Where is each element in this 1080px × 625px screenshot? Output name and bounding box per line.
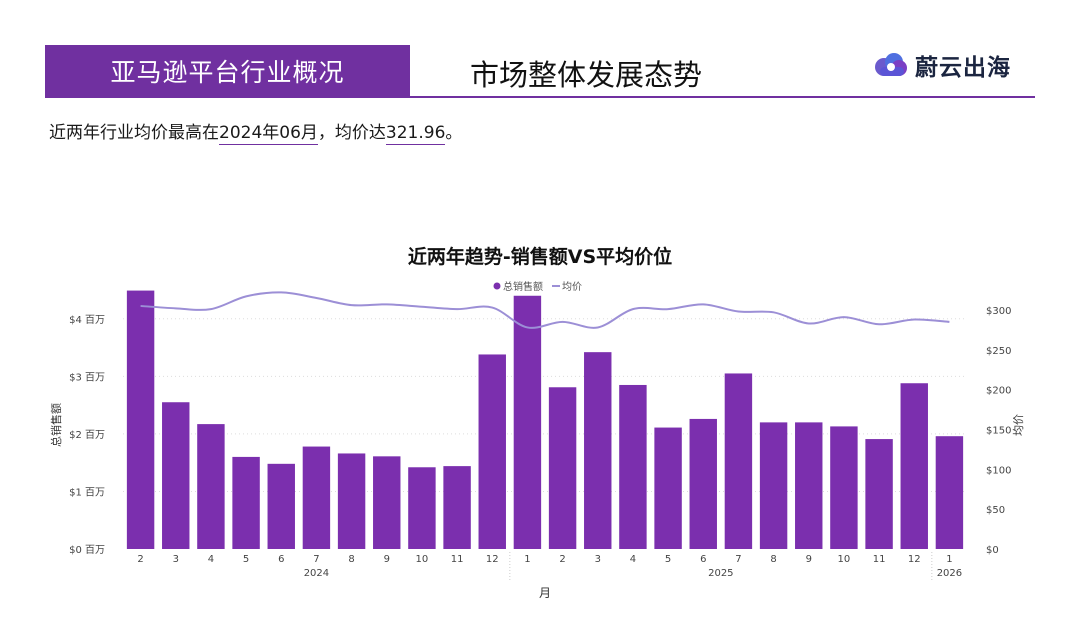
bar <box>548 387 577 549</box>
x-tick-label: 6 <box>278 554 284 565</box>
bar <box>197 424 225 549</box>
bar <box>865 439 893 549</box>
x-year-label: 2025 <box>708 568 733 579</box>
bar <box>935 436 964 549</box>
y-right-tick-label: $150 <box>986 425 1011 436</box>
bar <box>232 456 260 549</box>
bar <box>302 446 331 549</box>
x-tick-label: 9 <box>806 554 812 565</box>
brand-logo: 蔚云出海 <box>873 48 1011 82</box>
x-tick-label: 1 <box>946 554 952 565</box>
bar <box>443 466 471 549</box>
bar <box>830 426 858 549</box>
y-left-tick-label: $0 百万 <box>69 544 105 556</box>
legend-label-price: 均价 <box>562 281 582 293</box>
x-tick-label: 2 <box>559 554 565 565</box>
x-tick-label: 11 <box>451 554 464 565</box>
summary-peak-month: 2024年06月 <box>219 123 318 145</box>
x-tick-label: 7 <box>313 554 319 565</box>
x-tick-label: 11 <box>873 554 886 565</box>
summary-prefix: 近两年行业均价最高在 <box>49 123 219 143</box>
cloud-logo-icon <box>875 53 907 76</box>
bar <box>795 422 823 549</box>
section-banner: 亚马逊平台行业概况 <box>45 45 410 97</box>
chart-title: 近两年趋势-销售额VS平均价位 <box>408 245 672 268</box>
y-right-tick-label: $250 <box>986 346 1011 357</box>
summary-peak-value: 321.96 <box>385 123 446 145</box>
y-right-tick-label: $50 <box>986 505 1005 516</box>
summary-middle: ，均价达 <box>317 123 386 143</box>
summary-text: 近两年行业均价最高在2024年06月，均价达321.96。 <box>49 118 463 145</box>
x-tick-label: 7 <box>735 554 741 565</box>
x-tick-label: 3 <box>173 554 179 565</box>
legend-bar-marker <box>493 282 501 290</box>
x-tick-label: 10 <box>838 554 851 565</box>
y-left-axis-title: 总销售额 <box>49 403 63 447</box>
bar <box>162 402 190 549</box>
y-right-tick-label: $300 <box>986 306 1011 317</box>
bar <box>619 384 647 549</box>
bar <box>900 383 928 549</box>
legend-label-sales: 总销售额 <box>503 280 543 293</box>
x-tick-label: 1 <box>524 554 530 565</box>
bar <box>267 463 295 549</box>
section-title: 亚马逊平台行业概况 <box>110 58 345 87</box>
x-tick-label: 3 <box>595 554 601 565</box>
x-tick-label: 8 <box>770 554 776 565</box>
x-tick-label: 4 <box>630 554 636 565</box>
x-tick-label: 9 <box>384 554 390 565</box>
bar <box>373 456 401 549</box>
x-tick-label: 12 <box>486 554 499 565</box>
bar <box>337 453 366 549</box>
x-year-label: 2024 <box>304 568 329 579</box>
x-tick-label: 8 <box>348 554 354 565</box>
y-right-tick-label: $200 <box>986 386 1011 397</box>
bar <box>654 427 682 549</box>
x-tick-label: 6 <box>700 554 706 565</box>
y-left-tick-label: $2 百万 <box>69 429 105 441</box>
bar <box>759 422 788 549</box>
bar <box>689 418 717 549</box>
x-tick-label: 5 <box>665 554 671 565</box>
page-title: 市场整体发展态势 <box>470 58 703 92</box>
bar <box>584 352 612 549</box>
header-divider <box>45 96 1035 98</box>
x-year-label: 2026 <box>937 568 962 579</box>
x-tick-label: 2 <box>137 554 143 565</box>
y-left-tick-label: $1 百万 <box>69 486 105 498</box>
bar <box>478 354 506 549</box>
y-right-tick-label: $0 <box>986 545 999 556</box>
bar <box>126 290 155 549</box>
summary-suffix: 。 <box>445 123 463 143</box>
bar <box>724 373 753 549</box>
price-line <box>140 291 950 329</box>
y-right-axis-title: 均价 <box>1012 414 1025 436</box>
x-tick-label: 5 <box>243 554 249 565</box>
bar <box>408 467 436 549</box>
x-tick-label: 4 <box>208 554 214 565</box>
y-left-tick-label: $3 百万 <box>69 371 105 383</box>
brand-name: 蔚云出海 <box>915 55 1011 81</box>
x-tick-label: 10 <box>416 554 429 565</box>
x-tick-label: 12 <box>908 554 921 565</box>
y-left-tick-label: $4 百万 <box>69 314 105 326</box>
y-right-tick-label: $100 <box>986 465 1011 476</box>
bar <box>513 295 542 549</box>
x-axis-title: 月 <box>539 586 551 600</box>
